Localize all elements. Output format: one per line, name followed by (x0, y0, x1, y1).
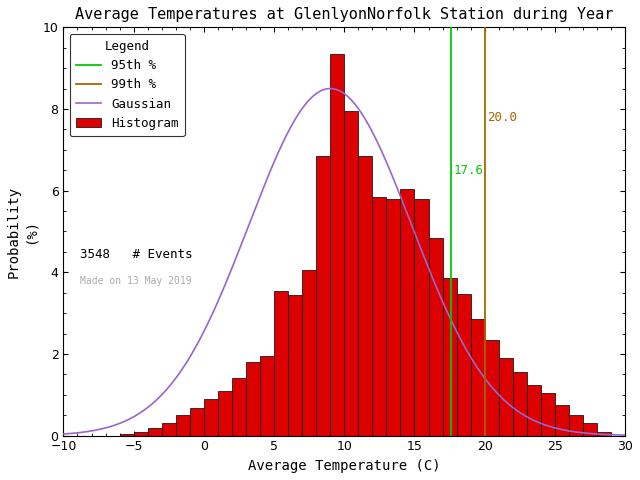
Bar (415, 199, 429, 436)
Bar (260, 356, 274, 436)
X-axis label: Average Temperature (C): Average Temperature (C) (248, 459, 440, 473)
Bar (204, 399, 218, 436)
Bar (288, 295, 302, 436)
Text: Made on 13 May 2019: Made on 13 May 2019 (80, 276, 192, 287)
Bar (513, 372, 527, 436)
Bar (246, 362, 260, 436)
Bar (330, 54, 344, 436)
Y-axis label: Probability
(%): Probability (%) (7, 185, 37, 277)
Title: Average Temperatures at GlenlyonNorfolk Station during Year: Average Temperatures at GlenlyonNorfolk … (75, 7, 614, 22)
Bar (597, 432, 611, 436)
Bar (372, 197, 387, 436)
Bar (470, 319, 484, 436)
Bar (484, 340, 499, 436)
Bar (218, 391, 232, 436)
Bar (555, 405, 569, 436)
Bar (162, 423, 176, 436)
Bar (541, 393, 555, 436)
Bar (134, 432, 148, 436)
Text: 3548   # Events: 3548 # Events (80, 248, 193, 261)
Bar (583, 423, 597, 436)
Bar (499, 358, 513, 436)
Bar (232, 378, 246, 436)
Bar (527, 384, 541, 436)
Bar (456, 294, 470, 436)
Text: 20.0: 20.0 (487, 110, 517, 124)
Bar (344, 111, 358, 436)
Bar (316, 156, 330, 436)
Bar (120, 433, 134, 436)
Bar (429, 238, 443, 436)
Bar (358, 156, 372, 436)
Bar (302, 270, 316, 436)
Bar (569, 415, 583, 436)
Bar (176, 415, 190, 436)
Bar (387, 199, 401, 436)
Bar (190, 408, 204, 436)
Bar (274, 291, 288, 436)
Bar (401, 189, 415, 436)
Bar (443, 278, 456, 436)
Bar (148, 428, 162, 436)
Text: 17.6: 17.6 (453, 164, 483, 177)
Legend: 95th %, 99th %, Gaussian, Histogram: 95th %, 99th %, Gaussian, Histogram (70, 34, 185, 136)
